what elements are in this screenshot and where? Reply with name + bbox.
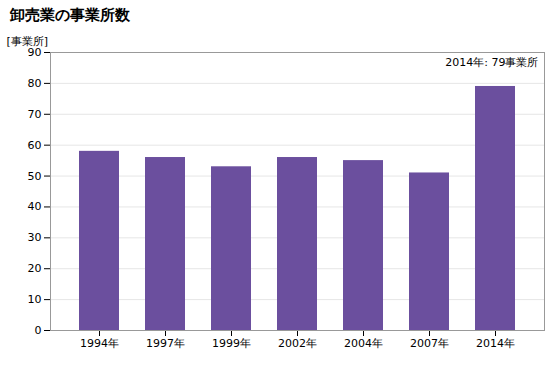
- svg-text:2014年: 79事業所: 2014年: 79事業所: [445, 56, 538, 69]
- html-text:卸売業の事業所数: 卸売業の事業所数: [10, 6, 130, 24]
- svg-text:60: 60: [28, 139, 42, 152]
- svg-text:2004年: 2004年: [344, 337, 383, 350]
- svg-text:10: 10: [28, 293, 42, 306]
- svg-text:40: 40: [28, 200, 42, 213]
- svg-text:2007年: 2007年: [410, 337, 449, 350]
- svg-text:20: 20: [28, 262, 42, 275]
- svg-text:0: 0: [35, 324, 42, 337]
- svg-text:80: 80: [28, 77, 42, 90]
- svg-text:[事業所]: [事業所]: [7, 35, 49, 48]
- svg-text:70: 70: [28, 108, 42, 121]
- svg-text:1994年: 1994年: [80, 337, 119, 350]
- svg-text:1997年: 1997年: [146, 337, 185, 350]
- svg-text:2014年: 2014年: [476, 337, 515, 350]
- svg-text:1999年: 1999年: [212, 337, 251, 350]
- svg-text:50: 50: [28, 170, 42, 183]
- svg-text:30: 30: [28, 231, 42, 244]
- svg-text:90: 90: [28, 46, 42, 59]
- svg-text:2002年: 2002年: [278, 337, 317, 350]
